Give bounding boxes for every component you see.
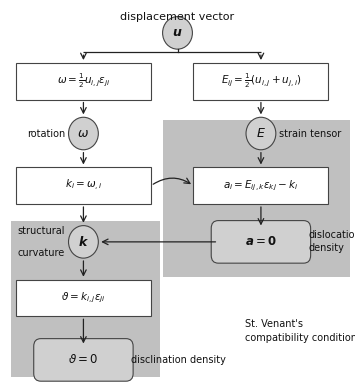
FancyBboxPatch shape [163, 120, 350, 277]
Text: $\boldsymbol{a} = \boldsymbol{0}$: $\boldsymbol{a} = \boldsymbol{0}$ [245, 235, 277, 248]
Text: $a_i = E_{ij,k}\varepsilon_{kj} - k_i$: $a_i = E_{ij,k}\varepsilon_{kj} - k_i$ [223, 178, 299, 193]
FancyBboxPatch shape [34, 339, 133, 381]
Circle shape [163, 17, 192, 49]
Text: displacement vector: displacement vector [120, 12, 235, 22]
Text: St. Venant's
compatibility condition: St. Venant's compatibility condition [245, 319, 355, 343]
FancyBboxPatch shape [211, 221, 311, 263]
Text: disclination density: disclination density [131, 355, 226, 365]
Circle shape [246, 117, 276, 150]
Circle shape [69, 117, 98, 150]
Text: structural: structural [17, 226, 65, 236]
Text: $k_i = \omega_{,i}$: $k_i = \omega_{,i}$ [65, 178, 102, 194]
FancyBboxPatch shape [16, 279, 151, 317]
Text: $\boldsymbol{u}$: $\boldsymbol{u}$ [172, 26, 183, 39]
Text: strain tensor: strain tensor [279, 128, 342, 139]
Text: $\boldsymbol{k}$: $\boldsymbol{k}$ [78, 235, 89, 249]
Text: curvature: curvature [18, 248, 65, 258]
FancyBboxPatch shape [11, 221, 160, 377]
Text: $E$: $E$ [256, 127, 266, 140]
FancyBboxPatch shape [16, 167, 151, 204]
Text: $\vartheta = k_{i,j}\varepsilon_{ji}$: $\vartheta = k_{i,j}\varepsilon_{ji}$ [61, 291, 106, 305]
Text: $\vartheta = 0$: $\vartheta = 0$ [68, 353, 99, 366]
Text: $E_{ij} = \frac{1}{2}(u_{i,j} + u_{j,i})$: $E_{ij} = \frac{1}{2}(u_{i,j} + u_{j,i})… [220, 72, 301, 91]
Text: $\omega$: $\omega$ [77, 127, 89, 140]
FancyBboxPatch shape [16, 63, 151, 99]
Text: $\omega = \frac{1}{2}u_{i,j}\varepsilon_{ji}$: $\omega = \frac{1}{2}u_{i,j}\varepsilon_… [57, 72, 110, 91]
Text: dislocation
density: dislocation density [309, 230, 355, 253]
FancyBboxPatch shape [193, 167, 328, 204]
Circle shape [69, 226, 98, 258]
FancyBboxPatch shape [193, 63, 328, 99]
Text: rotation: rotation [27, 128, 65, 139]
